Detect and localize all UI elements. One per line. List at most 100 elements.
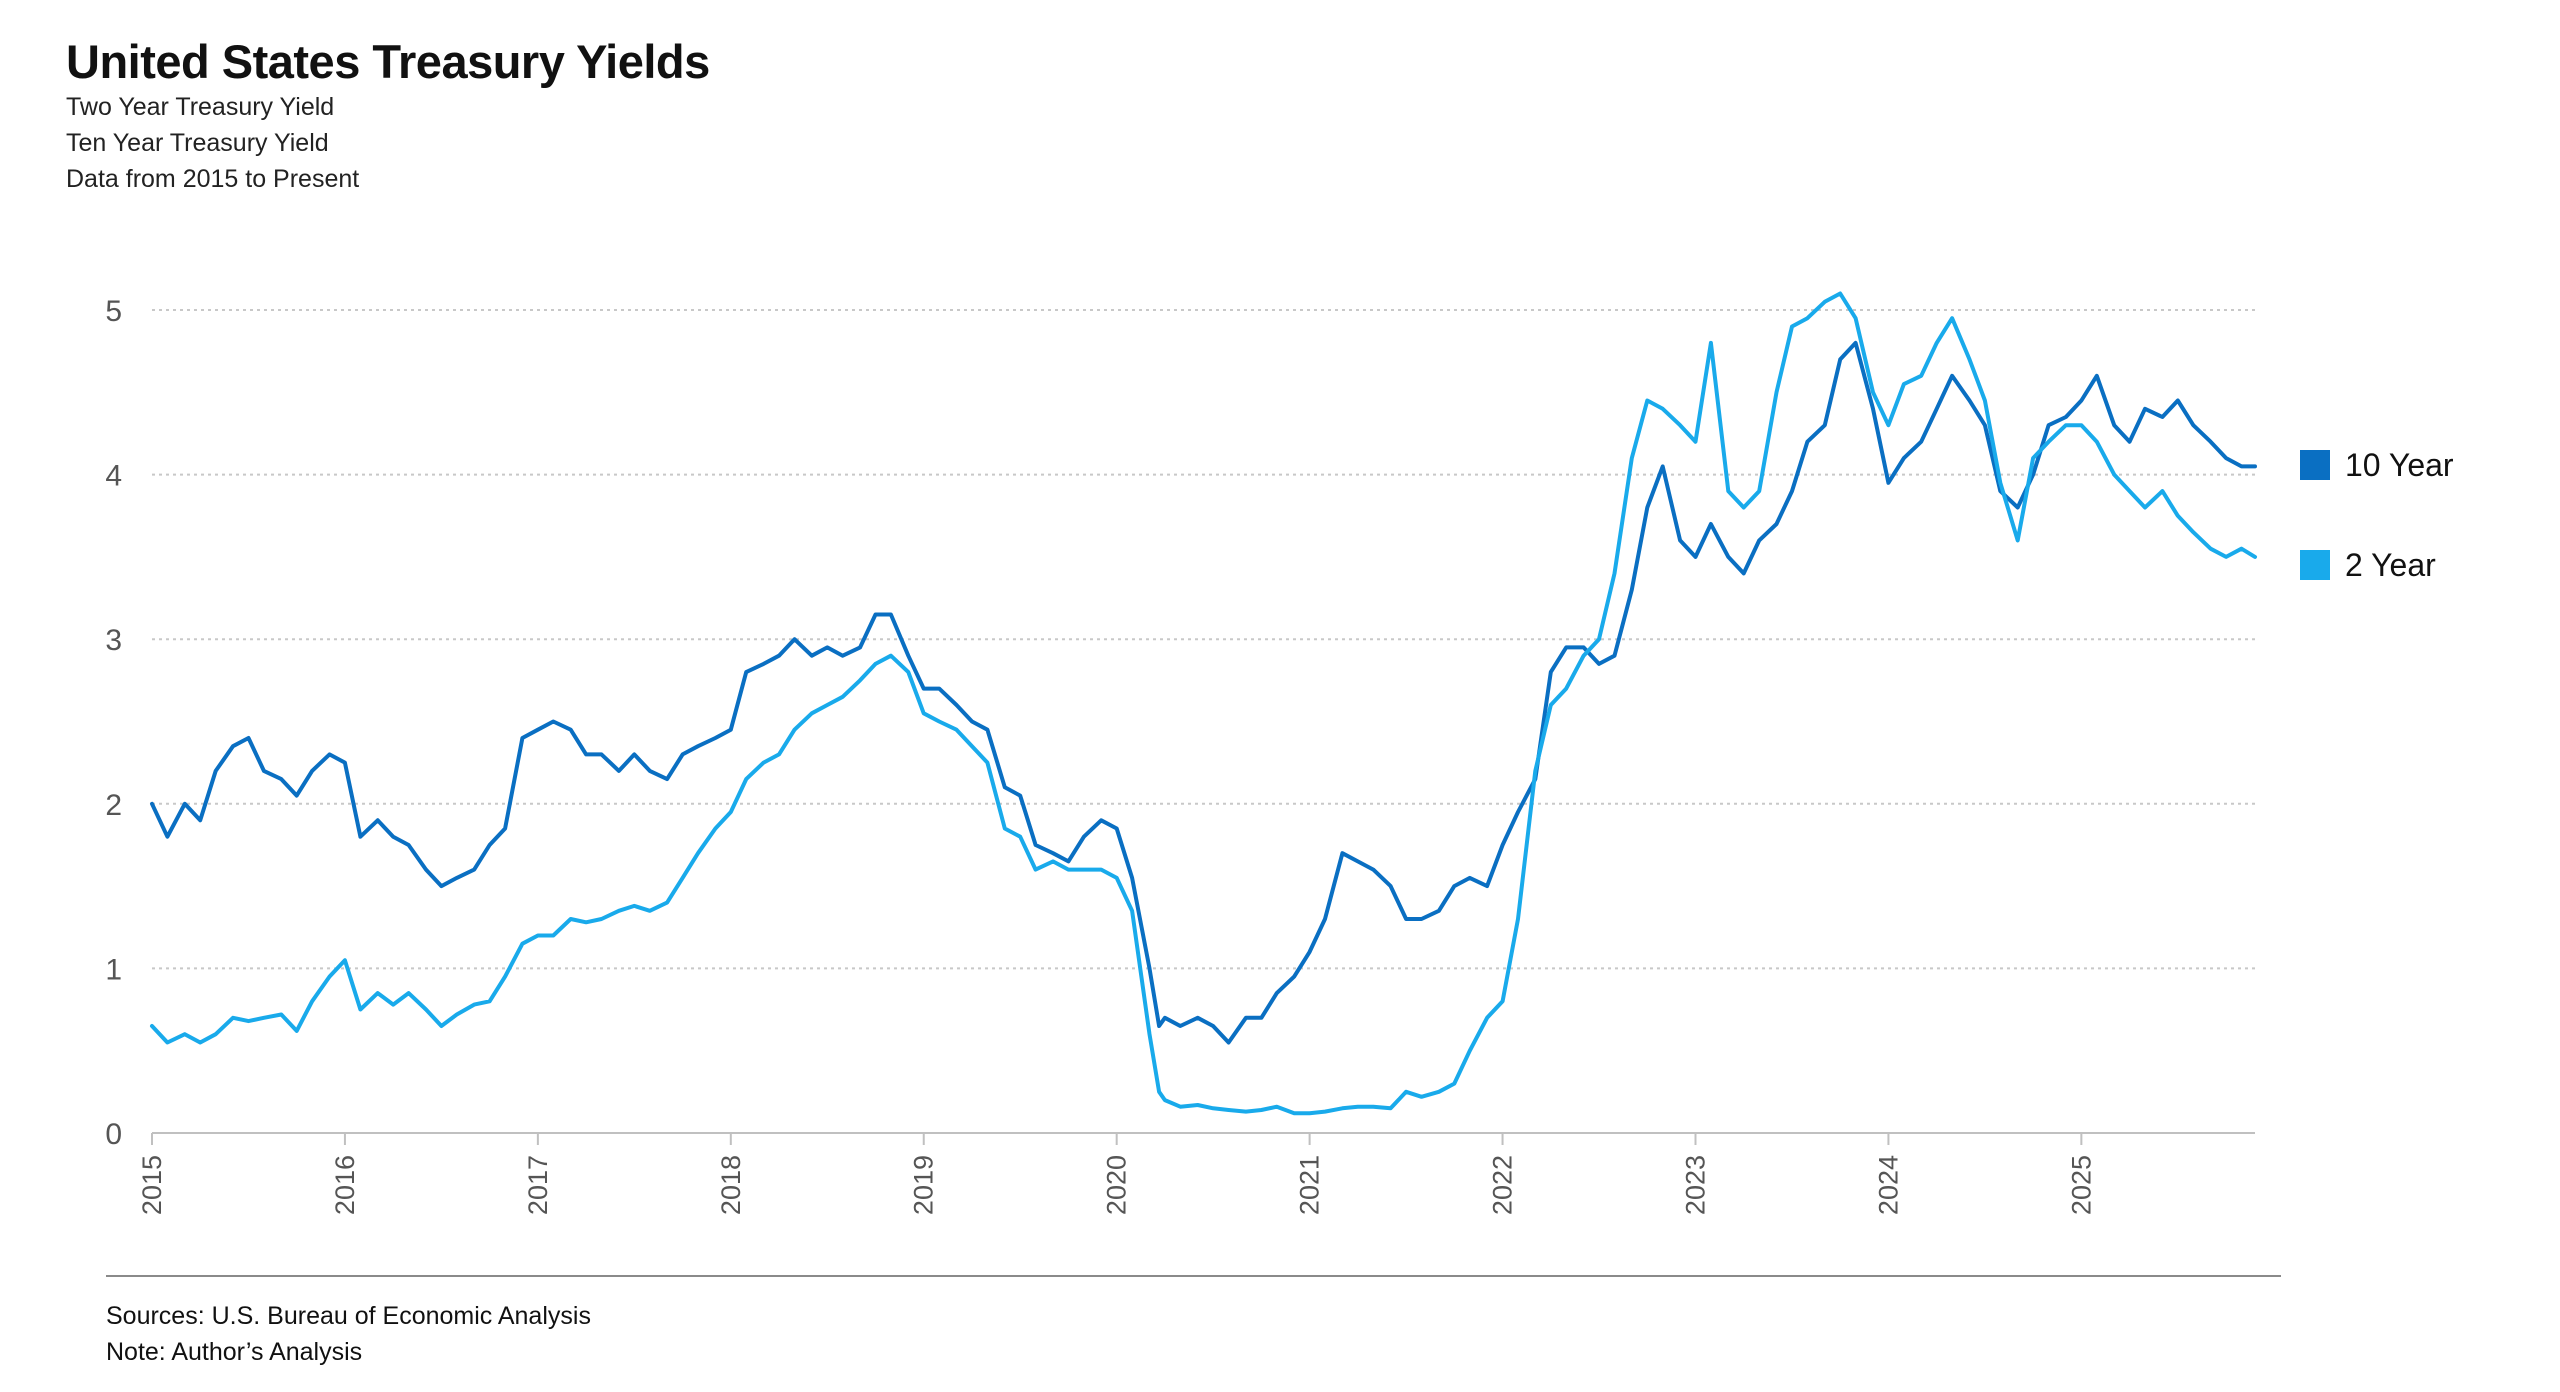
data-point-2-year <box>858 678 862 682</box>
data-point-10-year <box>2143 407 2147 411</box>
data-point-10-year <box>681 752 685 756</box>
data-point-10-year <box>1308 950 1312 954</box>
data-point-10-year <box>439 884 443 888</box>
data-point-10-year <box>1661 464 1665 468</box>
data-point-2-year <box>1404 1090 1408 1094</box>
data-point-2-year <box>729 810 733 814</box>
data-point-10-year <box>729 728 733 732</box>
data-point-2-year <box>1340 1106 1344 1110</box>
data-point-10-year <box>536 728 540 732</box>
data-point-10-year <box>2064 415 2068 419</box>
data-point-10-year <box>1340 851 1344 855</box>
y-tick-label-4: 4 <box>105 460 122 493</box>
data-point-10-year <box>1645 506 1649 509</box>
data-point-2-year <box>439 1024 443 1028</box>
data-point-2-year <box>1178 1105 1182 1109</box>
x-tick-label-2020: 2020 <box>1102 1155 1132 1215</box>
data-point-2-year <box>1099 868 1103 872</box>
data-point-10-year <box>1034 843 1038 847</box>
data-point-2-year <box>2191 530 2195 534</box>
data-point-10-year <box>472 868 476 872</box>
data-point-2-year <box>777 752 781 756</box>
data-point-10-year <box>1157 1024 1161 1028</box>
data-point-10-year <box>1178 1024 1182 1028</box>
data-point-10-year <box>696 744 700 748</box>
data-point-10-year <box>2079 399 2083 402</box>
data-point-10-year <box>569 728 573 732</box>
data-point-2-year <box>906 670 910 674</box>
data-point-2-year <box>922 711 926 715</box>
data-point-2-year <box>376 991 380 995</box>
data-point-2-year <box>1709 341 1713 345</box>
data-point-2-year <box>1018 835 1022 839</box>
data-point-2-year <box>1968 357 1971 361</box>
data-point-2-year <box>600 917 603 921</box>
legend-swatch-2-year <box>2300 550 2330 580</box>
data-point-2-year <box>1854 316 1858 320</box>
data-point-10-year <box>455 876 459 880</box>
data-point-2-year <box>825 703 829 707</box>
data-point-2-year <box>665 901 669 905</box>
data-point-10-year <box>247 736 250 740</box>
data-point-2-year <box>1130 909 1134 913</box>
data-point-2-year <box>1323 1110 1327 1114</box>
data-point-10-year <box>985 728 989 732</box>
data-point-2-year <box>2209 547 2213 551</box>
data-point-10-year <box>1259 1016 1263 1020</box>
data-point-2-year <box>970 744 974 748</box>
data-point-2-year <box>1244 1110 1248 1114</box>
data-point-2-year <box>889 654 893 658</box>
data-point-2-year <box>713 827 717 830</box>
data-point-2-year <box>1950 316 1954 320</box>
x-axis-ticks: 2015 2016 2017 2018 2019 2020 2021 2022 2023 2024… <box>137 1132 2255 1215</box>
data-point-10-year <box>648 769 652 773</box>
data-point-2-year <box>1082 868 1086 872</box>
data-point-2-year <box>1564 687 1568 691</box>
data-point-2-year <box>1371 1105 1375 1109</box>
data-point-2-year <box>1356 1105 1360 1109</box>
data-point-10-year <box>1950 374 1954 378</box>
data-point-10-year <box>2253 464 2257 468</box>
series-lines <box>150 291 2257 1116</box>
data-point-10-year <box>2191 423 2195 427</box>
data-point-2-year <box>2224 555 2228 559</box>
data-point-2-year <box>1468 1049 1472 1053</box>
data-point-2-year <box>793 728 796 732</box>
data-point-2-year <box>472 1003 476 1007</box>
data-point-10-year <box>376 818 380 822</box>
data-point-10-year <box>343 761 347 765</box>
data-point-2-year <box>2047 440 2051 444</box>
data-point-2-year <box>2112 473 2116 477</box>
data-point-2-year <box>391 1003 395 1007</box>
data-point-2-year <box>696 851 700 855</box>
data-point-2-year <box>551 934 555 937</box>
data-point-10-year <box>1694 555 1697 559</box>
data-point-10-year <box>874 613 877 616</box>
data-point-2-year <box>1501 999 1505 1003</box>
data-point-2-year <box>985 761 989 765</box>
x-tick-label-2024: 2024 <box>1873 1155 1903 1215</box>
data-point-10-year <box>2128 440 2132 444</box>
data-point-10-year <box>858 645 862 649</box>
data-point-2-year <box>1437 1090 1441 1094</box>
x-tick-label-2019: 2019 <box>909 1155 939 1215</box>
data-point-2-year <box>762 761 766 765</box>
data-point-10-year <box>1163 1016 1167 1020</box>
data-point-2-year <box>165 1041 169 1044</box>
data-point-2-year <box>1871 390 1875 394</box>
data-point-10-year <box>1597 662 1601 666</box>
data-point-2-year <box>1823 300 1827 304</box>
data-point-10-year <box>1051 851 1055 855</box>
y-tick-label-5: 5 <box>105 295 122 328</box>
data-point-10-year <box>1485 884 1489 888</box>
data-point-2-year <box>295 1029 299 1033</box>
data-point-2-year <box>1582 654 1586 658</box>
data-point-10-year <box>1871 407 1875 411</box>
data-point-10-year <box>1323 917 1327 921</box>
x-tick-label-2018: 2018 <box>716 1155 746 1215</box>
data-point-2-year <box>424 1008 428 1011</box>
data-point-2-year <box>1420 1095 1423 1099</box>
data-point-10-year <box>1420 917 1423 921</box>
data-point-10-year <box>1613 654 1616 658</box>
data-point-10-year <box>424 868 428 872</box>
